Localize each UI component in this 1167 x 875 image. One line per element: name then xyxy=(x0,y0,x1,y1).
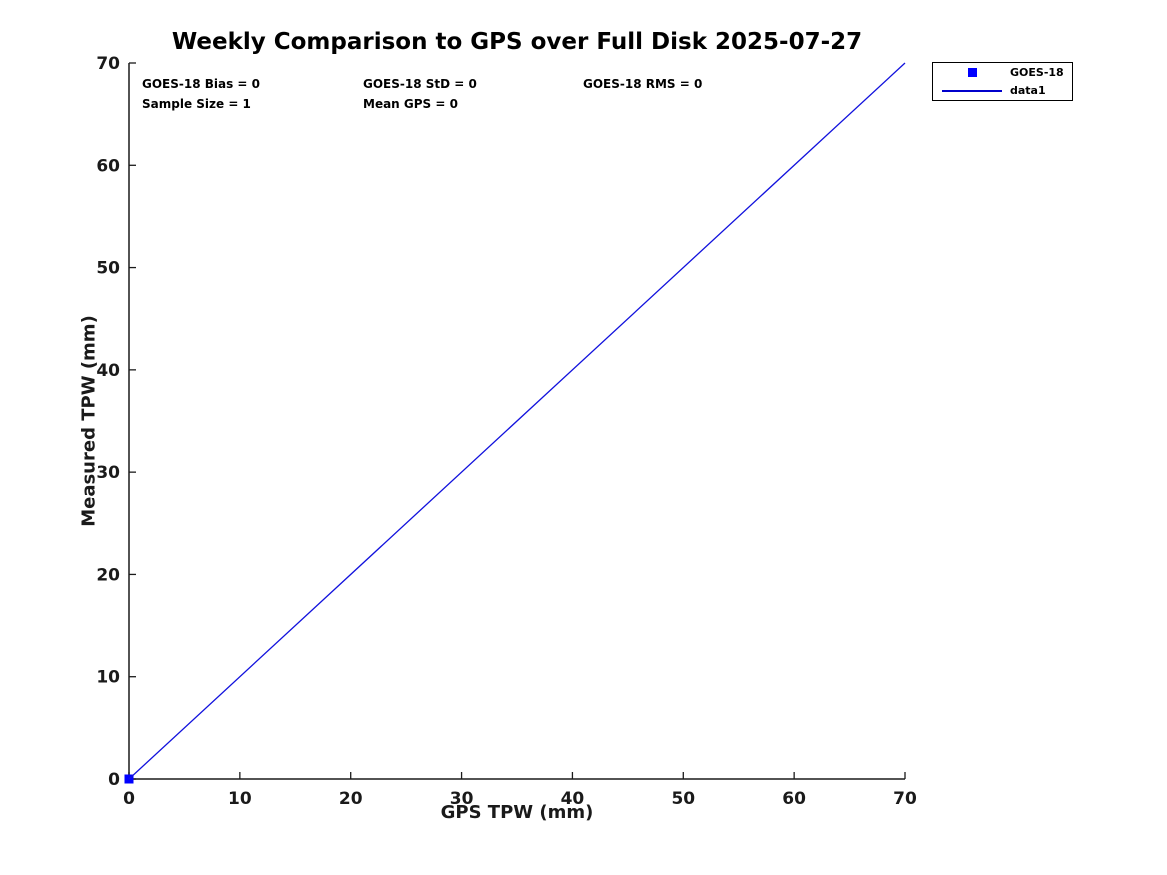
series-line-data1 xyxy=(128,62,906,780)
annotation-sample-size: Sample Size = 1 xyxy=(142,97,251,111)
y-tick-label: 50 xyxy=(96,259,120,279)
x-tick-label: 60 xyxy=(782,789,806,809)
x-tick-label: 10 xyxy=(228,789,252,809)
annotation-bias: GOES-18 Bias = 0 xyxy=(142,77,261,91)
y-tick-label: 60 xyxy=(96,156,120,176)
y-tick-label: 30 xyxy=(96,463,120,483)
y-tick-label: 40 xyxy=(96,361,120,381)
x-tick-label: 20 xyxy=(339,789,363,809)
x-tick-label: 0 xyxy=(123,789,135,809)
y-tick-label: 10 xyxy=(96,668,120,688)
annotation-rms: GOES-18 RMS = 0 xyxy=(583,77,703,91)
y-tick-label: 20 xyxy=(96,565,120,585)
x-tick-label: 50 xyxy=(671,789,695,809)
x-axis-label: GPS TPW (mm) xyxy=(440,802,594,823)
legend-label: GOES-18 xyxy=(1010,66,1064,79)
y-tick-label: 0 xyxy=(108,770,120,790)
legend-icon-area xyxy=(942,68,1002,77)
square-marker-icon xyxy=(967,68,977,77)
x-tick-label: 30 xyxy=(450,789,474,809)
y-tick-label: 70 xyxy=(96,54,120,74)
legend-entry-data1: data1 xyxy=(933,82,1072,100)
annotation-std: GOES-18 StD = 0 xyxy=(363,77,477,91)
x-tick-label: 40 xyxy=(561,789,585,809)
legend: GOES-18 data1 xyxy=(932,62,1073,101)
y-axis-label: Measured TPW (mm) xyxy=(78,315,100,527)
line-icon xyxy=(942,89,1002,92)
annotation-mean-gps: Mean GPS = 0 xyxy=(363,97,458,111)
legend-icon-area xyxy=(942,89,1002,92)
legend-label: data1 xyxy=(1010,84,1046,97)
legend-entry-goes18: GOES-18 xyxy=(933,64,1072,82)
x-tick-label: 70 xyxy=(893,789,917,809)
chart-title: Weekly Comparison to GPS over Full Disk … xyxy=(171,29,863,55)
